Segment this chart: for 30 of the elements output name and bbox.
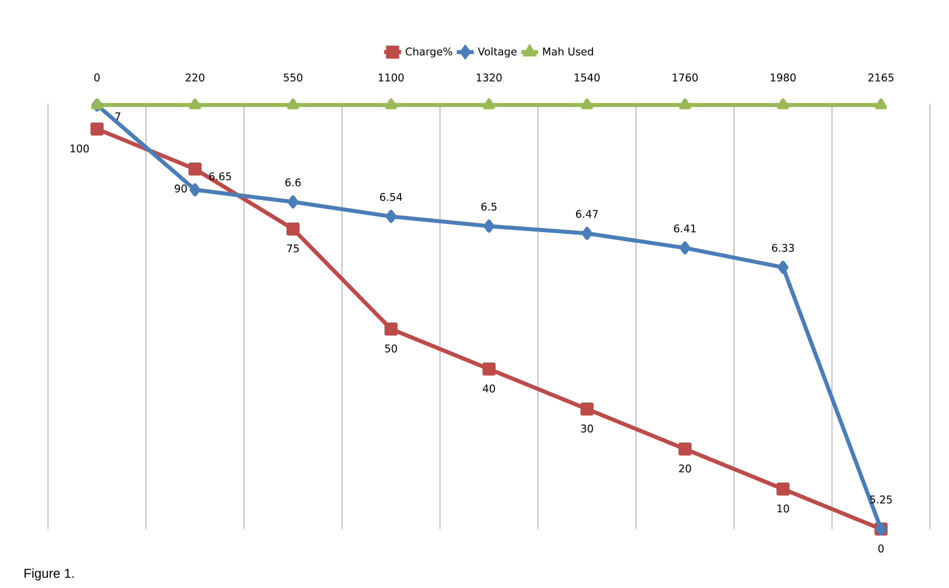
- data-label: 6.54: [380, 192, 402, 201]
- x-tick-label: 1980: [770, 74, 796, 82]
- data-label: 6.5: [481, 202, 496, 211]
- data-label: 40: [482, 384, 495, 392]
- data-label: 6.41: [674, 224, 696, 232]
- data-label: 0: [878, 544, 884, 552]
- x-tick-label: 550: [284, 74, 302, 82]
- data-label: 90: [174, 184, 187, 192]
- data-label: 100: [70, 144, 89, 152]
- x-tick-label: 1320: [476, 74, 502, 82]
- data-label: 10: [777, 504, 789, 512]
- data-label: 30: [581, 424, 593, 432]
- data-label: 50: [385, 344, 397, 352]
- data-label: 6.47: [576, 210, 598, 218]
- x-tick-label: 1540: [574, 74, 600, 82]
- data-label: 6.65: [209, 172, 231, 180]
- data-label: 6.33: [772, 244, 794, 252]
- legend-label: Charge%: [406, 47, 452, 58]
- x-tick-label: 0: [94, 74, 100, 82]
- x-tick-label: 220: [186, 74, 204, 82]
- data-label: 20: [679, 464, 691, 472]
- x-tick-label: 1100: [378, 74, 404, 82]
- legend-label: Voltage: [478, 47, 517, 58]
- x-tick-label: 2165: [868, 74, 894, 82]
- x-tick-label: 1760: [672, 74, 698, 82]
- data-label: 6.6: [285, 178, 301, 186]
- legend-label: Mah Used: [543, 47, 593, 56]
- data-label: 75: [287, 244, 299, 252]
- caption: Figure 1.: [24, 568, 74, 580]
- data-label: 7: [115, 112, 120, 120]
